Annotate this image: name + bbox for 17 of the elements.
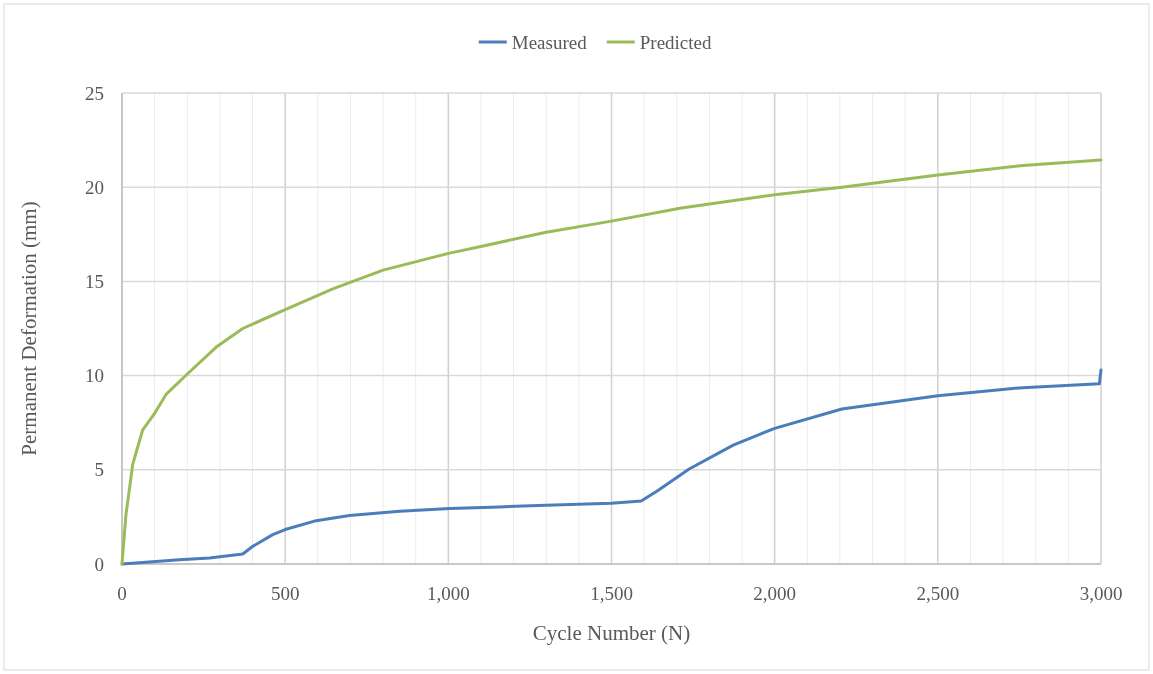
x-tick-label: 2,500 [916,583,960,604]
legend-label: Measured [511,31,588,53]
legend-label: Predicted [639,31,712,53]
y-axis-title: Permanent Deformation (mm) [17,201,41,456]
x-tick-label: 1,000 [426,583,470,604]
y-tick-label: 15 [85,271,104,293]
x-tick-label: 1,500 [590,583,633,604]
y-tick-label: 20 [85,176,104,198]
y-tick-label: 25 [85,82,104,104]
x-tick-label: 500 [270,583,300,604]
y-tick-label: 10 [85,365,104,387]
y-tick-label: 0 [94,553,104,575]
x-tick-label: 0 [117,583,127,604]
x-axis-title: Cycle Number (N) [532,621,691,645]
y-tick-label: 5 [94,459,104,481]
x-tick-label: 2,000 [753,583,797,604]
x-tick-label: 3,000 [1079,583,1123,604]
